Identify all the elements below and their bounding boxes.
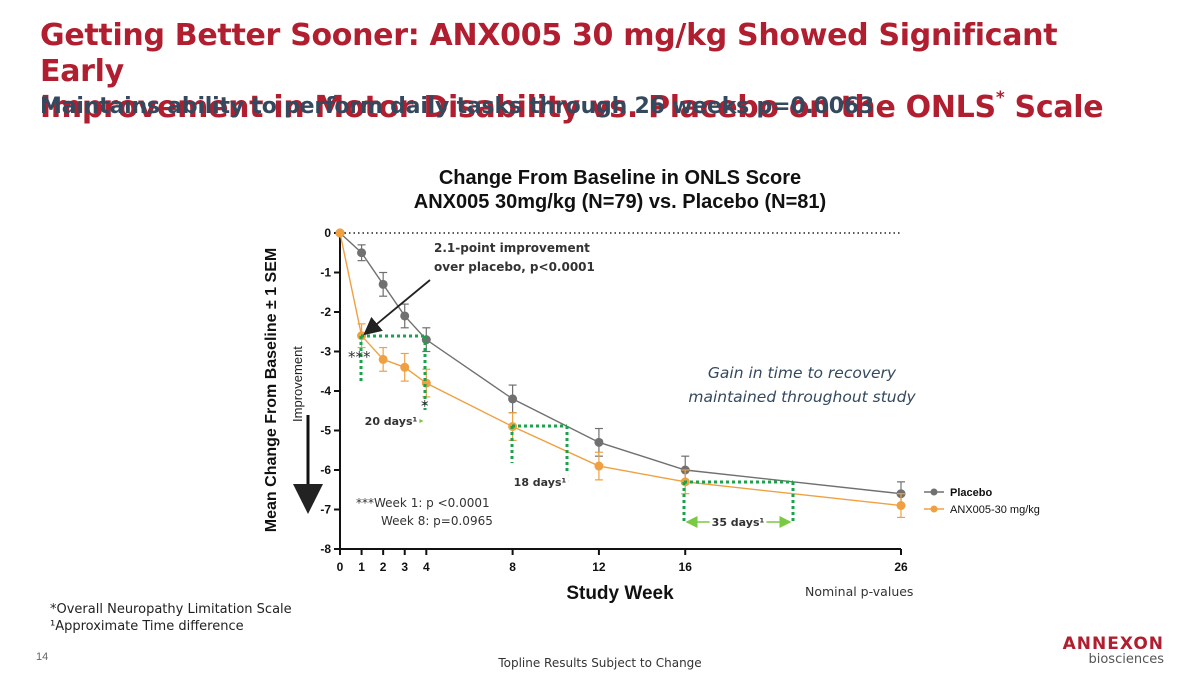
x-axis-label: Study Week — [566, 583, 674, 604]
footnotes: *Overall Neuropathy Limitation Scale ¹Ap… — [50, 601, 292, 635]
chart-title-line2: ANX005 30mg/kg (N=79) vs. Placebo (N=81) — [414, 191, 826, 213]
company-logo: ANNEXON biosciences — [1063, 634, 1164, 667]
title-line2: Improvement in Motor Disability vs. Plac… — [40, 90, 996, 125]
data-point — [896, 501, 906, 511]
data-point — [508, 394, 518, 404]
callout-text-line1: 2.1-point improvement — [434, 241, 590, 255]
legend-marker-1 — [930, 505, 938, 513]
logo-brand: ANNEXON — [1062, 634, 1164, 654]
y-tick-label: 0 — [324, 226, 331, 240]
data-point — [594, 437, 604, 447]
gain-text-line1: Gain in time to recovery — [708, 364, 897, 382]
callout-text-line2: over placebo, p<0.0001 — [434, 260, 595, 274]
x-tick-label: 1 — [358, 560, 365, 574]
nominal-pvalues-note: Nominal p-values — [805, 584, 913, 599]
days-20-label-bg — [362, 413, 420, 428]
slide-subtitle: Maintains ability to perform daily tasks… — [40, 94, 875, 119]
days-18-label-bg — [511, 474, 569, 489]
data-point — [594, 461, 604, 471]
title-line1: Getting Better Sooner: ANX005 30 mg/kg S… — [40, 18, 1058, 89]
pvalue-line1: ***Week 1: p <0.0001 — [356, 496, 490, 510]
data-point — [378, 354, 388, 364]
x-tick-label: 3 — [401, 560, 408, 574]
x-tick-label: 16 — [679, 560, 693, 574]
x-tick-label: 8 — [509, 560, 516, 574]
title-asterisk: * — [995, 88, 1005, 108]
callout-arrow — [363, 279, 431, 336]
legend-marker-0 — [930, 488, 938, 496]
center-footer: Topline Results Subject to Change — [498, 656, 702, 670]
legend-label-0: Placebo — [950, 487, 992, 499]
slide-title: Getting Better Sooner: ANX005 30 mg/kg S… — [40, 18, 1140, 126]
week1-significance-stars: *** — [348, 348, 371, 366]
improvement-label: Improvement — [290, 346, 305, 422]
days-18-label: 18 days¹ — [514, 476, 567, 489]
y-tick-label: -5 — [320, 424, 331, 438]
data-point — [400, 311, 410, 321]
y-tick-label: -2 — [320, 305, 331, 319]
days-35-label-bg — [709, 514, 767, 529]
days-20-label: 20 days¹ — [365, 415, 418, 428]
footnote-onls: *Overall Neuropathy Limitation Scale — [50, 602, 292, 617]
y-tick-label: -3 — [320, 345, 331, 359]
data-point — [400, 362, 410, 372]
page-number: 14 — [36, 651, 49, 663]
x-tick-label: 12 — [592, 560, 606, 574]
x-tick-label: 2 — [380, 560, 387, 574]
title-line2-end: Scale — [1004, 90, 1104, 125]
footnote-time: ¹Approximate Time difference — [50, 619, 244, 634]
y-tick-label: -1 — [320, 266, 331, 280]
y-tick-label: -6 — [320, 463, 331, 477]
chart-title-line1: Change From Baseline in ONLS Score — [439, 167, 801, 189]
data-point — [335, 228, 345, 238]
x-tick-label: 26 — [894, 560, 908, 574]
pvalue-line2: Week 8: p=0.0965 — [381, 514, 493, 528]
data-point — [357, 248, 367, 258]
y-tick-label: -4 — [320, 384, 331, 398]
x-tick-label: 4 — [423, 560, 430, 574]
y-tick-label: -8 — [320, 542, 331, 556]
days-35-label: 35 days¹ — [712, 516, 765, 529]
gain-text-line2: maintained throughout study — [688, 388, 916, 406]
logo-sub: biosciences — [1088, 652, 1164, 667]
y-axis-label: Mean Change From Baseline ± 1 SEM — [263, 248, 280, 532]
legend-label-1: ANX005-30 mg/kg — [950, 504, 1040, 516]
week4-significance-star: * — [421, 397, 429, 415]
data-point — [378, 279, 388, 289]
y-tick-label: -7 — [320, 503, 331, 517]
x-tick-label: 0 — [337, 560, 344, 574]
